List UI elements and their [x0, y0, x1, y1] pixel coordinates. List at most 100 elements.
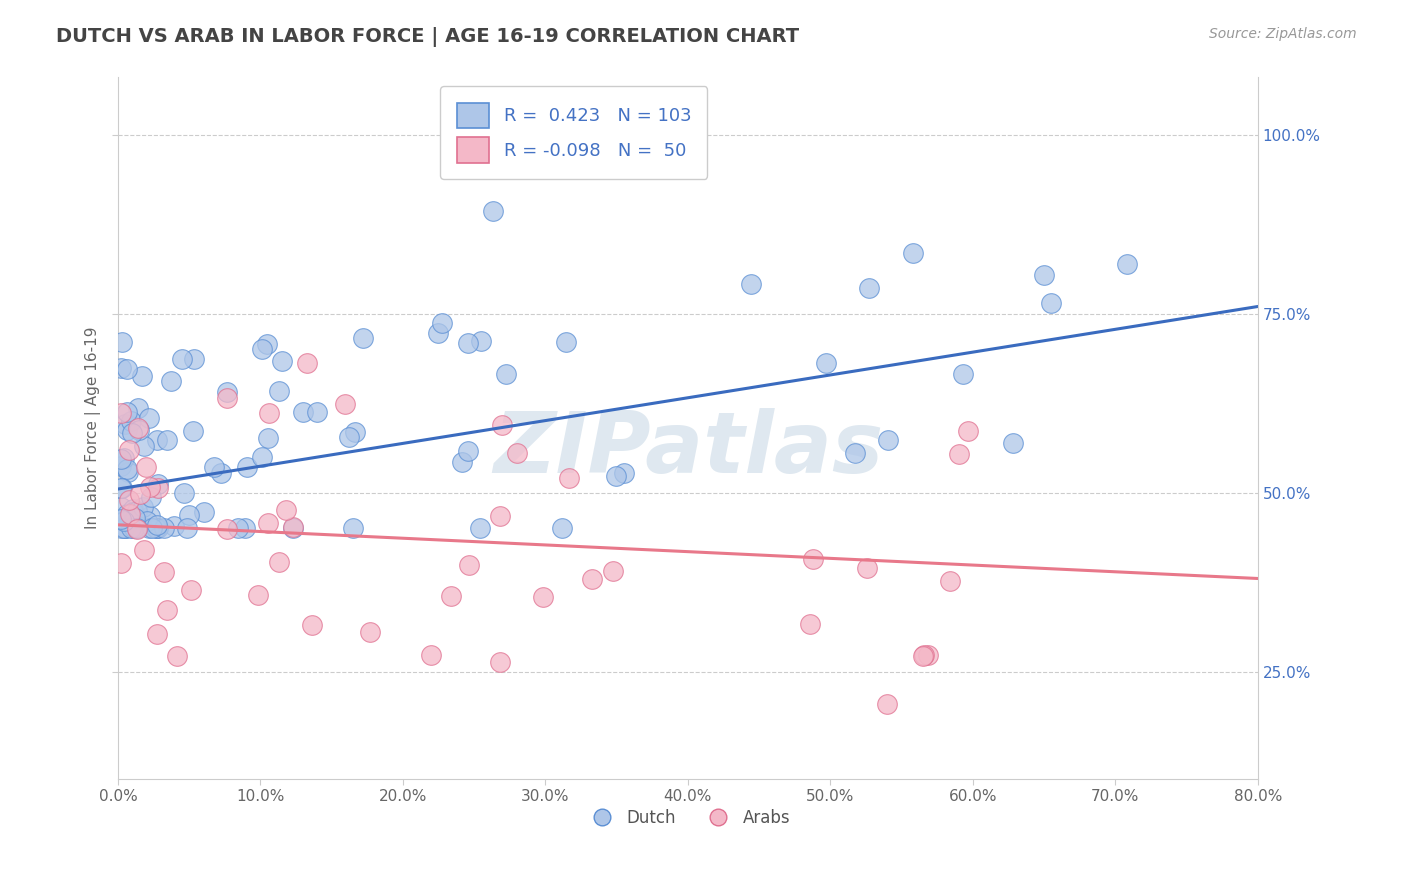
- Point: [814, 356, 837, 370]
- Point: [112, 451, 135, 466]
- Point: [139, 480, 162, 494]
- Point: [177, 508, 200, 522]
- Point: [491, 417, 513, 432]
- Point: [506, 446, 529, 460]
- Point: [917, 648, 939, 662]
- Point: [215, 522, 238, 536]
- Point: [912, 648, 935, 663]
- Point: [202, 460, 225, 475]
- Point: [270, 353, 292, 368]
- Point: [145, 521, 167, 535]
- Point: [170, 352, 193, 367]
- Point: [110, 500, 132, 514]
- Point: [470, 521, 492, 535]
- Point: [343, 425, 366, 439]
- Point: [183, 351, 205, 366]
- Point: [217, 391, 239, 405]
- Point: [257, 516, 280, 530]
- Point: [145, 627, 167, 641]
- Point: [117, 443, 139, 458]
- Point: [359, 624, 381, 639]
- Point: [127, 504, 149, 518]
- Point: [124, 510, 146, 524]
- Point: [259, 406, 281, 420]
- Point: [799, 617, 821, 632]
- Point: [122, 521, 145, 535]
- Point: [352, 331, 374, 345]
- Point: [112, 521, 135, 535]
- Point: [122, 501, 145, 516]
- Point: [146, 481, 169, 495]
- Point: [115, 361, 138, 376]
- Point: [114, 514, 136, 528]
- Point: [110, 459, 132, 474]
- Point: [226, 521, 249, 535]
- Point: [457, 558, 479, 573]
- Point: [558, 471, 581, 485]
- Point: [120, 507, 142, 521]
- Point: [127, 401, 149, 416]
- Point: [114, 521, 136, 535]
- Point: [301, 618, 323, 632]
- Text: ZIPatlas: ZIPatlas: [492, 408, 883, 491]
- Point: [117, 465, 139, 479]
- Point: [274, 503, 297, 517]
- Point: [173, 485, 195, 500]
- Point: [115, 423, 138, 437]
- Point: [605, 468, 627, 483]
- Point: [125, 522, 148, 536]
- Point: [122, 521, 145, 535]
- Point: [128, 423, 150, 437]
- Point: [307, 405, 329, 419]
- Text: Source: ZipAtlas.com: Source: ZipAtlas.com: [1209, 27, 1357, 41]
- Point: [117, 405, 139, 419]
- Point: [127, 421, 149, 435]
- Point: [115, 521, 138, 535]
- Point: [125, 521, 148, 535]
- Point: [342, 521, 364, 535]
- Point: [250, 450, 273, 465]
- Point: [132, 439, 155, 453]
- Point: [121, 521, 143, 535]
- Point: [110, 521, 132, 535]
- Point: [555, 334, 578, 349]
- Point: [115, 507, 138, 521]
- Point: [176, 521, 198, 535]
- Point: [470, 334, 492, 349]
- Point: [139, 508, 162, 523]
- Point: [141, 491, 163, 505]
- Point: [153, 565, 176, 579]
- Point: [1001, 435, 1024, 450]
- Point: [267, 384, 290, 398]
- Point: [135, 459, 157, 474]
- Point: [110, 556, 132, 570]
- Point: [457, 335, 479, 350]
- Point: [153, 521, 176, 535]
- Point: [146, 433, 169, 447]
- Point: [488, 655, 510, 669]
- Point: [740, 277, 762, 291]
- Point: [855, 560, 877, 574]
- Point: [295, 356, 318, 370]
- Point: [121, 426, 143, 441]
- Point: [952, 368, 974, 382]
- Point: [956, 424, 979, 438]
- Point: [903, 245, 925, 260]
- Point: [613, 466, 636, 480]
- Point: [427, 326, 450, 341]
- Point: [121, 505, 143, 519]
- Point: [166, 648, 188, 663]
- Point: [138, 410, 160, 425]
- Point: [482, 203, 505, 218]
- Point: [110, 406, 132, 420]
- Point: [235, 459, 257, 474]
- Point: [333, 396, 356, 410]
- Point: [111, 334, 134, 349]
- Point: [209, 467, 232, 481]
- Point: [440, 589, 463, 603]
- Point: [457, 443, 479, 458]
- Point: [120, 414, 142, 428]
- Point: [110, 361, 132, 376]
- Point: [215, 385, 238, 400]
- Point: [911, 648, 934, 663]
